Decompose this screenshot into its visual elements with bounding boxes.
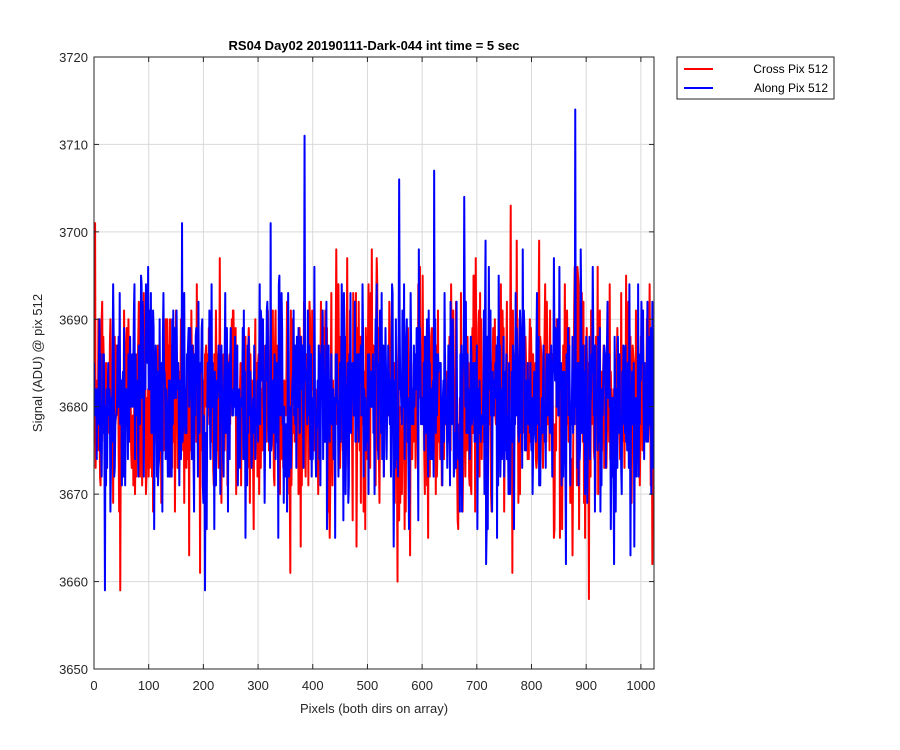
legend-label-along: Along Pix 512 xyxy=(754,81,828,95)
x-tick-label: 1000 xyxy=(626,678,655,693)
legend: Cross Pix 512 Along Pix 512 xyxy=(676,56,835,100)
y-tick-label: 3670 xyxy=(59,487,88,502)
plot-frame xyxy=(93,56,655,670)
y-tick-label: 3660 xyxy=(59,575,88,590)
x-tick-label: 900 xyxy=(575,678,597,693)
y-axis-label: Signal (ADU) @ pix 512 xyxy=(30,294,45,432)
chart-title: RS04 Day02 20190111-Dark-044 int time = … xyxy=(229,38,520,53)
x-tick-label: 800 xyxy=(521,678,543,693)
series-layer xyxy=(94,108,654,601)
y-tick-label: 3680 xyxy=(59,400,88,415)
y-tick-label: 3690 xyxy=(59,312,88,327)
x-tick-label: 700 xyxy=(466,678,488,693)
ticks: 0 100 200 300 400 500 600 700 800 900 1000 3650 3660… xyxy=(59,50,655,693)
x-tick-label: 300 xyxy=(247,678,269,693)
y-tick-label: 3710 xyxy=(59,137,88,152)
y-tick-label: 3700 xyxy=(59,225,88,240)
series-line-1 xyxy=(94,108,654,592)
x-tick-label: 500 xyxy=(357,678,379,693)
x-tick-label: 200 xyxy=(193,678,215,693)
x-tick-label: 0 xyxy=(90,678,97,693)
x-tick-label: 400 xyxy=(302,678,324,693)
legend-box xyxy=(676,56,835,100)
y-tick-label: 3720 xyxy=(59,50,88,65)
x-tick-label: 100 xyxy=(138,678,160,693)
legend-label-cross: Cross Pix 512 xyxy=(753,62,828,76)
y-tick-label: 3650 xyxy=(59,662,88,677)
x-axis-label: Pixels (both dirs on array) xyxy=(300,701,448,716)
x-tick-label: 600 xyxy=(411,678,433,693)
